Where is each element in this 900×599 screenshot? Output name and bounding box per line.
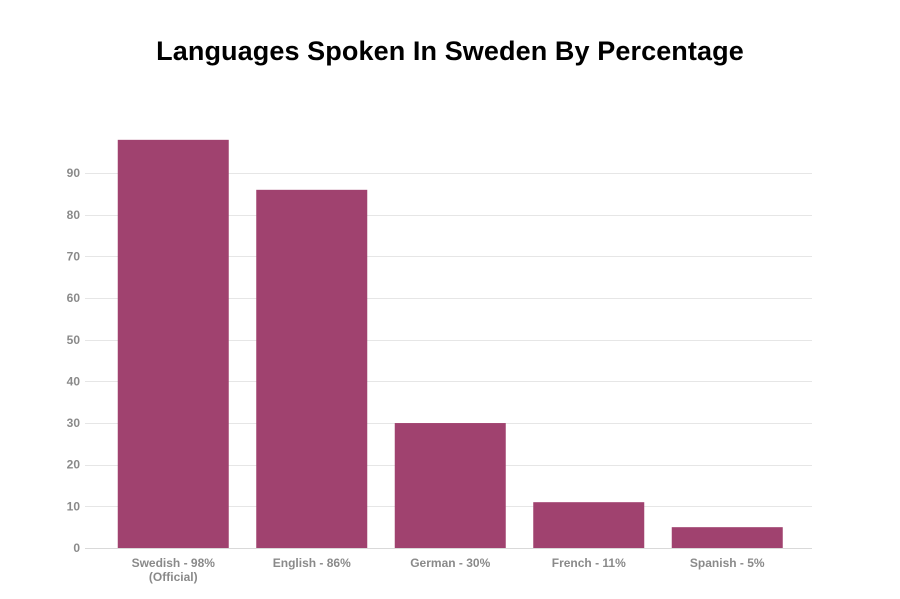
x-category-label-line: Swedish - 98% [132,556,216,570]
bar [533,502,645,548]
x-category-label-line: French - 11% [552,556,626,570]
x-category-label: English - 86% [273,556,351,570]
y-tick-label: 50 [67,333,81,347]
y-axis-ticks: 0 10 20 30 40 50 60 70 80 90 [67,166,81,555]
x-category-label-line: German - 30% [410,556,490,570]
y-tick-label: 80 [67,208,81,222]
y-tick-label: 40 [67,374,81,388]
y-tick-label: 60 [67,291,81,305]
x-axis-labels: Swedish - 98% (Official) English - 86% Germ… [132,556,765,584]
x-category-label: French - 11% [552,556,626,570]
y-tick-label: 70 [67,249,81,263]
y-tick-label: 10 [67,499,81,513]
y-tick-label: 90 [67,166,81,180]
y-tick-label: 30 [67,416,81,430]
x-category-label-line: (Official) [149,570,198,584]
x-category-label-line: English - 86% [273,556,351,570]
bars [117,139,783,548]
bar [394,423,506,548]
bar [117,139,229,548]
x-category-label: Spanish - 5% [690,556,765,570]
bar [256,189,368,548]
x-category-label: Swedish - 98% (Official) [132,556,216,584]
y-tick-label: 0 [73,541,80,555]
bar [671,527,783,548]
chart-title: Languages Spoken In Sweden By Percentage [156,36,744,66]
y-tick-label: 20 [67,458,81,472]
x-category-label-line: Spanish - 5% [690,556,765,570]
x-category-label: German - 30% [410,556,490,570]
